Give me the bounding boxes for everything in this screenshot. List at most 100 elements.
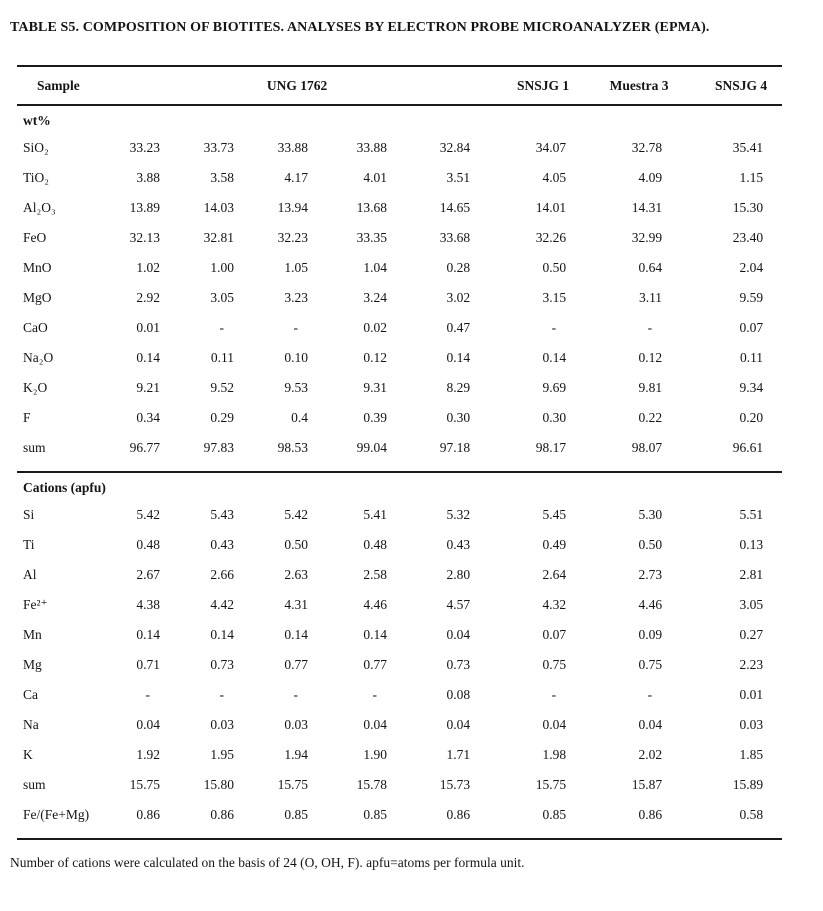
table-cell: 32.23 xyxy=(277,229,308,245)
table-cell: 1.71 xyxy=(446,746,471,762)
table-cell: 4.42 xyxy=(210,596,234,612)
table-cell: 3.58 xyxy=(210,169,234,185)
table-cell: 32.84 xyxy=(439,139,471,155)
table-cell: 1.15 xyxy=(739,169,764,185)
table-cell: 2.73 xyxy=(638,566,663,582)
table-body: wt% SiO₂ 33.23 33.73 33.88 33.88 32.84 34.07 32.… xyxy=(17,105,783,839)
table-cell: 34.07 xyxy=(535,139,567,155)
table-cell: 5.43 xyxy=(210,506,234,522)
row-label: Mg xyxy=(23,656,42,672)
table-cell: 2.63 xyxy=(284,566,308,582)
row-label: Al₂O₃ xyxy=(23,199,56,215)
table-cell: 0.71 xyxy=(136,656,160,672)
table-cell: 2.92 xyxy=(136,289,160,305)
table-cell: 5.51 xyxy=(739,506,764,522)
table-cell: 0.04 xyxy=(136,716,160,732)
row-label: SiO₂ xyxy=(23,139,49,155)
table-title: TABLE S5. COMPOSITION OF BIOTITES. ANALY… xyxy=(10,20,710,35)
table-cell: 0.14 xyxy=(446,349,471,365)
table-cell: 32.13 xyxy=(129,229,160,245)
table-cell: 9.31 xyxy=(363,379,387,395)
table-row: TiO₂ 3.88 3.58 4.17 4.01 3.51 4.05 4.09 1.15 xyxy=(17,163,782,193)
row-label: Mn xyxy=(23,626,42,642)
table-cell: 97.83 xyxy=(203,439,234,455)
row-label: CaO xyxy=(23,319,48,335)
table-cell: - xyxy=(145,686,151,702)
table-row: F 0.34 0.29 0.4 0.39 0.30 0.30 0.22 0.20 xyxy=(17,403,782,433)
column-header-snsjg-4: SNSJG 4 xyxy=(674,65,783,106)
table-cell: 1.94 xyxy=(284,746,308,762)
table-cell: 13.94 xyxy=(277,199,308,215)
table-cell: 0.07 xyxy=(542,626,567,642)
table-cell: 35.41 xyxy=(732,139,764,155)
table-cell: 0.64 xyxy=(638,259,663,275)
section-header-row: wt% xyxy=(17,105,782,133)
table-cell: 0.73 xyxy=(446,656,471,672)
table-cell: 0.12 xyxy=(363,349,387,365)
table-cell: 1.92 xyxy=(136,746,160,762)
table-cell: 0.11 xyxy=(210,349,234,365)
column-header-ung-1762: UNG 1762 xyxy=(112,65,483,106)
table-cell: 0.12 xyxy=(638,349,663,365)
table-cell: 2.81 xyxy=(739,566,764,582)
table-cell: 0.29 xyxy=(210,409,234,425)
table-cell: 0.30 xyxy=(446,409,471,425)
table-cell: 15.75 xyxy=(277,776,308,792)
table-cell: 0.39 xyxy=(363,409,387,425)
table-cell: 0.34 xyxy=(136,409,160,425)
table-cell: 4.32 xyxy=(542,596,567,612)
table-cell: 2.02 xyxy=(638,746,663,762)
table-cell: 1.95 xyxy=(210,746,234,762)
table-cell: 0.86 xyxy=(210,806,234,822)
table-cell: 0.75 xyxy=(542,656,567,672)
table-cell: 0.30 xyxy=(542,409,567,425)
table-row: SiO₂ 33.23 33.73 33.88 33.88 32.84 34.07 32.78 3… xyxy=(17,133,782,163)
table-cell: 14.01 xyxy=(535,199,567,215)
table-cell: 3.24 xyxy=(363,289,387,305)
table-cell: 0.85 xyxy=(363,806,387,822)
table-cell: 0.04 xyxy=(638,716,663,732)
table-row: Na 0.04 0.03 0.03 0.04 0.04 0.04 0.04 0.03 xyxy=(17,710,782,740)
row-label: Na₂O xyxy=(23,349,54,365)
biotite-composition-table: Sample UNG 1762 SNSJG 1 Muestra 3 SNSJG … xyxy=(17,65,783,840)
table-cell: - xyxy=(293,319,299,335)
row-label: sum xyxy=(23,776,46,792)
row-label: Si xyxy=(23,506,35,522)
table-cell: 5.42 xyxy=(284,506,308,522)
column-header-sample: Sample xyxy=(17,65,112,106)
table-cell: 4.05 xyxy=(542,169,567,185)
section-header-row: Cations (apfu) xyxy=(17,470,783,500)
table-cell: 15.80 xyxy=(203,776,234,792)
table-row: MnO 1.02 1.00 1.05 1.04 0.28 0.50 0.64 2.04 xyxy=(17,253,782,283)
table-cell: 23.40 xyxy=(732,229,764,245)
table-row: Mg 0.71 0.73 0.77 0.77 0.73 0.75 0.75 2.23 xyxy=(17,650,782,680)
table-cell: - xyxy=(647,319,653,335)
table-cell: 0.13 xyxy=(739,536,764,552)
table-row: K 1.92 1.95 1.94 1.90 1.71 1.98 2.02 1.85 xyxy=(17,740,782,770)
table-row: Mn 0.14 0.14 0.14 0.14 0.04 0.07 0.09 0.27 xyxy=(17,620,782,650)
table-cell: 4.09 xyxy=(638,169,663,185)
table-cell: 33.88 xyxy=(356,139,387,155)
table-cell: 33.23 xyxy=(129,139,160,155)
table-cell: 3.11 xyxy=(638,289,663,305)
table-cell: 4.46 xyxy=(363,596,387,612)
table-cell: 3.88 xyxy=(136,169,160,185)
table-cell: 13.68 xyxy=(356,199,387,215)
table-cell: 0.50 xyxy=(542,259,567,275)
table-cell: 0.03 xyxy=(739,716,764,732)
table-cell: 14.03 xyxy=(203,199,234,215)
row-label: F xyxy=(23,409,31,425)
table-cell: - xyxy=(647,686,653,702)
table-cell: 15.78 xyxy=(356,776,387,792)
table-cell: 33.35 xyxy=(356,229,387,245)
table-cell: 0.14 xyxy=(542,349,567,365)
table-cell: 0.75 xyxy=(638,656,663,672)
table-cell: 9.53 xyxy=(284,379,308,395)
table-cell: - xyxy=(372,686,378,702)
table-row: Na₂O 0.14 0.11 0.10 0.12 0.14 0.14 0.12 0.11 xyxy=(17,343,782,373)
table-cell: 0.43 xyxy=(210,536,234,552)
table-cell: 0.04 xyxy=(446,716,471,732)
table-cell: 15.89 xyxy=(732,776,764,792)
table-cell: - xyxy=(293,686,299,702)
